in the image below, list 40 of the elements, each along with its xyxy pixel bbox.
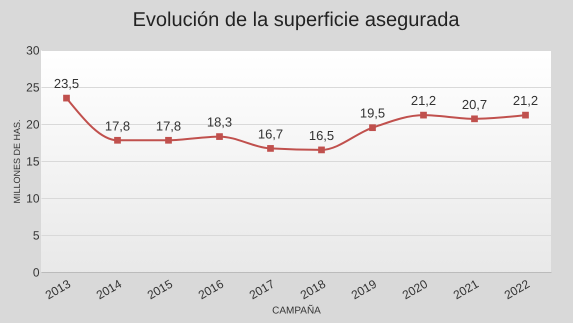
point xyxy=(420,112,427,118)
y-tick-label: 15 xyxy=(26,154,40,168)
point xyxy=(369,124,376,132)
x-tick-label: 2014 xyxy=(94,276,124,302)
data-label: 17,8 xyxy=(156,118,182,134)
data-label: 21,2 xyxy=(410,93,436,108)
y-tick-label: 10 xyxy=(26,192,40,206)
data-label: 17,8 xyxy=(104,118,130,134)
x-tick-label: 2020 xyxy=(400,276,430,302)
x-tick-label: 2016 xyxy=(196,276,226,302)
data-label: 19,5 xyxy=(360,106,386,121)
point xyxy=(471,115,478,122)
y-tick-label: 20 xyxy=(26,118,40,132)
point xyxy=(216,133,223,140)
point xyxy=(522,112,529,118)
data-label: 20,7 xyxy=(462,96,488,112)
data-label: 16,5 xyxy=(308,128,334,143)
point xyxy=(267,145,274,152)
x-tick-label: 2013 xyxy=(42,276,74,302)
x-tick-label: 2022 xyxy=(502,276,532,302)
y-tick-label: 30 xyxy=(26,44,40,58)
data-label: 21,2 xyxy=(512,93,538,108)
point xyxy=(114,136,121,144)
point xyxy=(318,146,325,154)
data-label: 18,3 xyxy=(206,114,232,130)
y-tick-label: 5 xyxy=(32,228,40,242)
x-axis-title: CAMPAÑA xyxy=(272,304,322,316)
data-label: 23,5 xyxy=(54,76,80,92)
chart-title: Evolución de la superficie asegurada xyxy=(132,9,460,31)
y-tick-label: 0 xyxy=(32,266,40,280)
data-label: 16,7 xyxy=(258,126,284,142)
point xyxy=(165,136,172,144)
y-axis-title: MILLONES DE HAS. xyxy=(12,119,22,204)
x-tick-label: 2017 xyxy=(246,276,278,302)
x-tick-label: 2018 xyxy=(298,276,328,302)
point xyxy=(63,94,70,102)
x-tick-label: 2021 xyxy=(450,276,482,302)
x-tick-label: 2015 xyxy=(144,276,176,302)
y-tick-label: 25 xyxy=(26,80,40,94)
x-tick-label: 2019 xyxy=(348,276,380,302)
